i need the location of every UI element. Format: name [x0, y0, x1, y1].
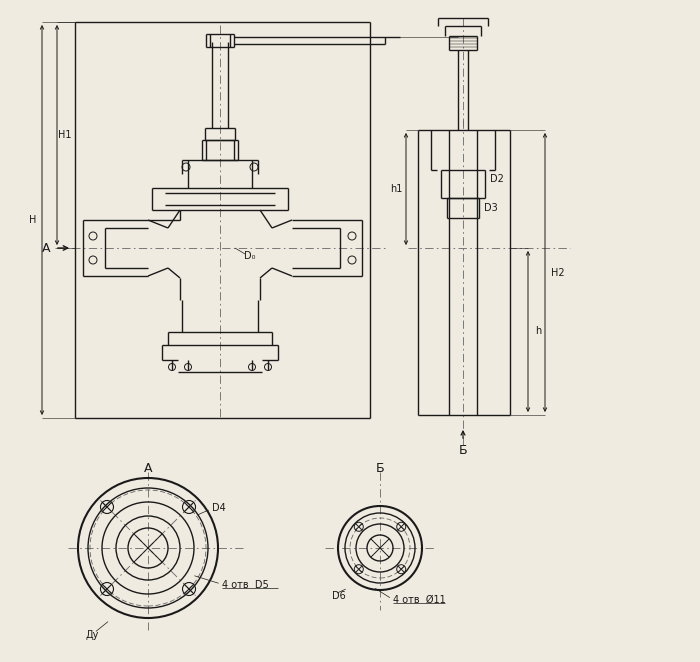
Text: 4 отв  D5: 4 отв D5: [222, 580, 269, 590]
Text: Б: Б: [376, 461, 384, 475]
Text: А: А: [144, 461, 153, 475]
Text: D3: D3: [484, 203, 498, 213]
Text: D₀: D₀: [244, 251, 256, 261]
Text: D4: D4: [212, 503, 225, 513]
Text: 4 отв  Ø11: 4 отв Ø11: [393, 595, 446, 605]
Text: Н1: Н1: [58, 130, 71, 140]
Text: Б: Б: [458, 444, 468, 457]
Text: Ду: Ду: [85, 630, 99, 640]
Text: D2: D2: [490, 174, 504, 184]
Text: Н: Н: [29, 215, 36, 225]
Text: h1: h1: [390, 184, 402, 194]
Text: D6: D6: [332, 591, 346, 601]
Text: h: h: [535, 326, 541, 336]
Text: Н2: Н2: [551, 267, 565, 277]
Text: А: А: [42, 242, 50, 254]
